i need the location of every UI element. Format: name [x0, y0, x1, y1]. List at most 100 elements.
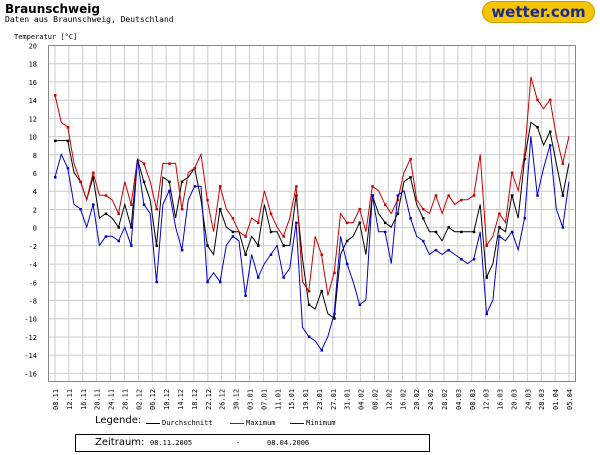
data-point-max: [54, 94, 57, 97]
x-tick-label: 08.11: [52, 389, 60, 410]
data-point-max: [269, 212, 273, 215]
data-point-max: [460, 198, 463, 202]
y-tick-label: 6: [33, 170, 37, 178]
data-point-avg: [383, 221, 387, 225]
x-tick-label: 14.12: [177, 389, 185, 410]
data-point-min: [422, 239, 425, 243]
x-tick-label: 16.03: [497, 389, 505, 410]
data-point-min: [498, 235, 501, 238]
data-point-avg: [168, 180, 171, 184]
data-point-min: [257, 276, 260, 279]
data-point-min: [345, 262, 349, 266]
data-point-max: [320, 253, 324, 256]
data-point-max: [383, 203, 387, 206]
data-point-min: [180, 248, 184, 252]
data-point-min: [485, 312, 489, 316]
x-tick-label: 12.02: [385, 389, 393, 410]
data-point-min: [307, 335, 311, 338]
y-tick-label: -2: [29, 243, 37, 251]
data-point-avg: [447, 226, 450, 229]
y-tick-label: -8: [29, 298, 37, 306]
x-tick-label: 28.03: [538, 389, 546, 410]
page-title: Braunschweig: [5, 2, 100, 16]
data-point-avg: [434, 230, 438, 234]
y-tick-label: 4: [33, 188, 37, 196]
data-point-avg: [218, 207, 222, 211]
x-tick-label: 23.01: [316, 389, 324, 410]
period-box: [75, 434, 430, 452]
legend-item-max: Maximum: [246, 419, 276, 427]
data-point-avg: [460, 230, 463, 234]
data-point-max: [333, 271, 336, 275]
period-to: 08.04.2006: [267, 439, 310, 447]
y-tick-label: 8: [33, 152, 37, 160]
data-point-min: [92, 203, 95, 206]
x-tick-label: 15.01: [288, 389, 296, 410]
data-point-min: [282, 276, 285, 279]
data-point-max: [104, 194, 108, 197]
series-line-avg: [55, 121, 570, 320]
data-point-min: [54, 176, 57, 179]
data-point-max: [434, 194, 438, 197]
y-tick-label: 20: [29, 43, 37, 51]
data-point-min: [371, 194, 374, 197]
data-point-avg: [282, 244, 285, 247]
data-point-max: [561, 162, 565, 165]
data-point-min: [358, 303, 362, 307]
data-point-avg: [54, 139, 57, 143]
data-point-avg: [345, 239, 349, 243]
x-tick-label: 07.01: [260, 389, 268, 410]
legend-swatch-max: [230, 423, 244, 424]
data-point-min: [130, 244, 133, 247]
data-point-avg: [206, 244, 209, 247]
data-point-avg: [66, 139, 70, 143]
x-tick-label: 03.01: [246, 389, 254, 410]
x-tick-label: 05.04: [566, 389, 574, 410]
legend-swatch-avg: [146, 423, 160, 424]
data-point-min: [548, 144, 552, 147]
data-point-min: [295, 221, 298, 225]
data-point-min: [231, 235, 235, 238]
y-axis-label: Temperatur [°C]: [14, 33, 77, 41]
period-label: Zeitraum:: [95, 437, 145, 448]
x-tick-label: 08.03: [469, 389, 477, 410]
data-point-max: [218, 185, 222, 188]
x-tick-label: 26.12: [219, 389, 227, 410]
data-point-avg: [231, 230, 235, 234]
x-tick-label: 12.03: [483, 389, 491, 410]
data-point-avg: [396, 212, 400, 215]
x-tick-label: 20.02: [413, 389, 421, 410]
data-point-avg: [498, 226, 501, 229]
x-tick-label: 19.01: [302, 389, 310, 410]
y-tick-label: -6: [29, 279, 37, 287]
data-point-min: [104, 235, 108, 238]
y-tick-label: -16: [24, 370, 37, 378]
data-point-avg: [117, 226, 120, 229]
x-tick-label: 28.02: [441, 389, 449, 410]
data-point-avg: [142, 180, 146, 184]
series-line-max: [54, 76, 570, 296]
data-point-min: [218, 280, 222, 284]
x-tick-label: 01.04: [552, 389, 560, 410]
data-point-max: [396, 198, 400, 202]
data-point-max: [130, 203, 133, 206]
data-point-min: [472, 258, 476, 261]
data-point-max: [498, 212, 501, 215]
y-tick-label: 0: [33, 225, 37, 233]
data-point-avg: [422, 217, 425, 220]
x-tick-label: 04.03: [455, 389, 463, 410]
y-tick-label: 16: [29, 79, 37, 87]
data-point-max: [155, 207, 159, 211]
data-point-min: [244, 294, 247, 297]
x-tick-label: 27.01: [330, 389, 338, 410]
x-tick-label: 24.11: [108, 389, 116, 410]
data-point-max: [193, 166, 197, 170]
x-tick-label: 22.12: [205, 389, 213, 410]
y-tick-label: -12: [24, 334, 37, 342]
x-tick-label: 10.12: [163, 389, 171, 410]
period-from: 08.11.2005: [150, 439, 193, 447]
data-point-max: [485, 244, 489, 247]
brand-logo[interactable]: wetter.com: [482, 1, 595, 23]
data-point-min: [396, 194, 400, 197]
x-tick-label: 16.11: [80, 389, 88, 410]
